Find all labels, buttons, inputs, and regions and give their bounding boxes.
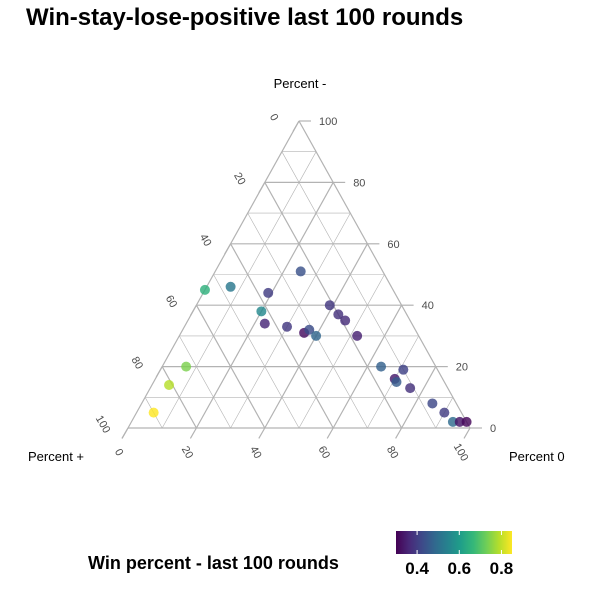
tick-label-minus: 60 (387, 239, 399, 251)
data-point (454, 416, 465, 427)
grid-line-zero (230, 212, 351, 429)
tick-label-plus: 40 (197, 232, 214, 249)
data-point (225, 281, 236, 292)
data-point (199, 284, 210, 295)
legend-colorbar (396, 531, 512, 554)
data-point (391, 376, 402, 387)
data-point (295, 266, 306, 277)
tick-label-zero: 0 (112, 447, 125, 458)
color-legend: Win percent - last 100 rounds 0.4 0.6 0.8 (88, 531, 513, 578)
tick-zero (189, 427, 197, 439)
data-point (304, 324, 315, 335)
tick-zero (395, 427, 403, 439)
axis-title-top: Percent - (274, 76, 327, 91)
tick-label-plus: 20 (231, 171, 248, 188)
data-point (164, 380, 175, 391)
legend-tick-label: 0.8 (490, 559, 514, 578)
grid-line-plus (230, 243, 334, 429)
tick-label-plus: 0 (267, 112, 280, 123)
tick-label-minus: 100 (319, 116, 337, 128)
data-point (376, 361, 387, 372)
grid-line-plus (281, 151, 437, 429)
data-point (311, 330, 322, 341)
tick-label-zero: 100 (451, 442, 471, 464)
data-point (398, 364, 409, 375)
legend-tick-label: 0.6 (447, 559, 471, 578)
grid-line-plus (195, 304, 266, 429)
tick-label-minus: 40 (422, 300, 434, 312)
chart-title: Win-stay-lose-positive last 100 rounds (26, 4, 464, 31)
tick-marks (121, 120, 482, 439)
tick-plus (258, 182, 266, 194)
grid-line-zero (332, 304, 403, 429)
axis-title-left: Percent + (28, 449, 84, 464)
data-point (148, 407, 159, 418)
tick-label-zero: 60 (316, 444, 333, 461)
data-point (333, 309, 344, 320)
data-point (256, 306, 267, 317)
data-point (405, 383, 416, 394)
data-point (181, 361, 192, 372)
data-point (324, 300, 335, 311)
tick-zero (326, 427, 334, 439)
data-point (447, 416, 458, 427)
axis-title-right: Percent 0 (509, 449, 565, 464)
triangle-edge (298, 120, 471, 429)
tick-plus (155, 366, 163, 378)
tick-label-zero: 80 (384, 444, 401, 461)
tick-zero (463, 427, 471, 439)
grid-line-zero (298, 274, 385, 429)
grid-line-zero (161, 151, 317, 429)
major-grid (127, 120, 471, 429)
data-point (439, 407, 450, 418)
data-points (148, 266, 472, 427)
grid-line-zero (401, 366, 437, 429)
legend-title: Win percent - last 100 rounds (88, 553, 339, 573)
tick-label-minus: 20 (456, 362, 468, 374)
legend-tick-label: 0.4 (405, 559, 429, 578)
tick-label-minus: 0 (490, 423, 496, 435)
data-point (340, 315, 351, 326)
data-point (352, 330, 363, 341)
tick-plus (224, 243, 232, 255)
data-point (259, 318, 270, 329)
tick-plus (189, 304, 197, 316)
tick-label-zero: 20 (179, 444, 196, 461)
data-point (461, 416, 472, 427)
data-point (427, 398, 438, 409)
tick-zero (258, 427, 266, 439)
tick-label-plus: 60 (163, 293, 180, 310)
tick-label-zero: 40 (247, 444, 264, 461)
tick-label-plus: 80 (129, 355, 146, 372)
tick-label-plus: 100 (93, 414, 113, 436)
data-point (263, 287, 274, 298)
tick-label-minus: 80 (353, 177, 365, 189)
grid-line-plus (213, 274, 300, 429)
legend-ticks: 0.4 0.6 0.8 (405, 531, 513, 578)
tick-zero (121, 427, 129, 439)
data-point (282, 321, 293, 332)
grid-line-plus (179, 335, 231, 429)
tick-plus (292, 120, 300, 132)
grid-line-plus (247, 212, 368, 429)
tick-labels: 0 20 40 60 80 100 0 20 40 60 80 100 0 20 40 60 80 100 (93, 112, 496, 464)
grid-line-plus (161, 366, 197, 429)
